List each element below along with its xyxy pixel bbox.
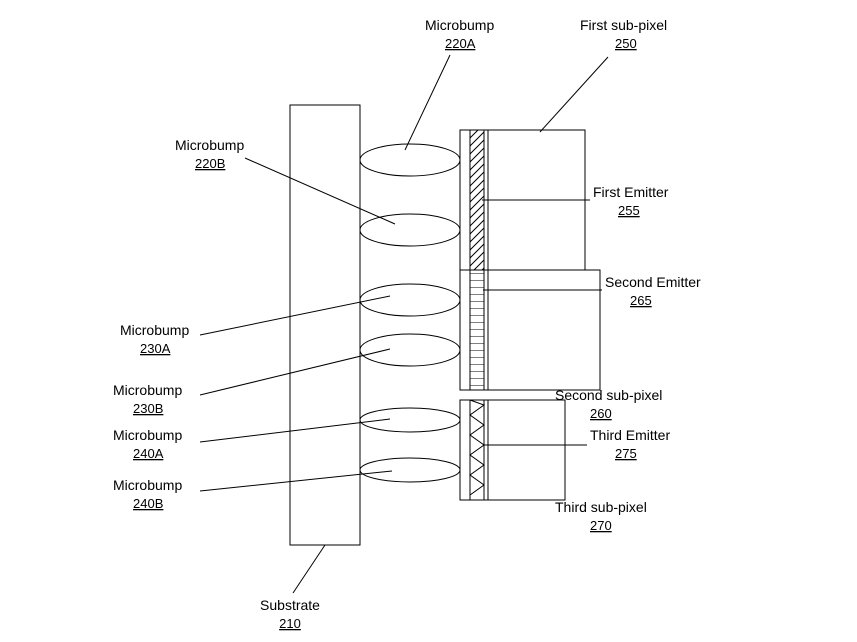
substrate-rect xyxy=(290,105,360,545)
microbump-0-num: 220A xyxy=(445,36,476,51)
microbump-1-title: Microbump xyxy=(175,137,244,153)
microbump-1-num: 220B xyxy=(195,156,225,171)
microbump-2-ellipse xyxy=(360,284,460,316)
microbump-0-title: Microbump xyxy=(425,17,494,33)
subpixel-2-num: 270 xyxy=(590,518,612,533)
microbump-5-num: 240B xyxy=(133,496,163,511)
subpixel-1-title: Second sub-pixel xyxy=(555,387,662,403)
microbump-5-ellipse xyxy=(360,458,460,482)
subpixel-2-title: Third sub-pixel xyxy=(555,499,647,515)
microbump-5-title: Microbump xyxy=(113,477,182,493)
substrate-num: 210 xyxy=(279,616,301,631)
emitter-1-num: 265 xyxy=(630,293,652,308)
emitter-1-title: Second Emitter xyxy=(605,274,701,290)
emitter-2-title: Third Emitter xyxy=(590,427,670,443)
microbump-1-ellipse xyxy=(360,214,460,246)
microbump-0-leader xyxy=(405,55,450,150)
microbump-4-ellipse xyxy=(360,408,460,432)
microbump-0-ellipse xyxy=(360,144,460,176)
emitter-0-num: 255 xyxy=(618,203,640,218)
emitter-0-title: First Emitter xyxy=(593,184,669,200)
subpixel-0-num: 250 xyxy=(615,36,637,51)
microbump-2-num: 230A xyxy=(140,341,171,356)
emitter-2-num: 275 xyxy=(615,446,637,461)
emitter-1-rect xyxy=(470,270,484,390)
emitter-0-rect xyxy=(470,130,484,270)
microbump-3-title: Microbump xyxy=(113,382,182,398)
subpixel-0-title: First sub-pixel xyxy=(580,17,667,33)
microbump-2-title: Microbump xyxy=(120,322,189,338)
microbump-3-num: 230B xyxy=(133,401,163,416)
substrate-leader xyxy=(293,545,325,593)
microbump-4-title: Microbump xyxy=(113,427,182,443)
substrate-label: Substrate xyxy=(260,597,320,613)
subpixel-1-num: 260 xyxy=(590,406,612,421)
microbump-4-num: 240A xyxy=(133,446,164,461)
subpixel-0-title-leader xyxy=(540,57,608,132)
microbump-3-ellipse xyxy=(360,334,460,366)
